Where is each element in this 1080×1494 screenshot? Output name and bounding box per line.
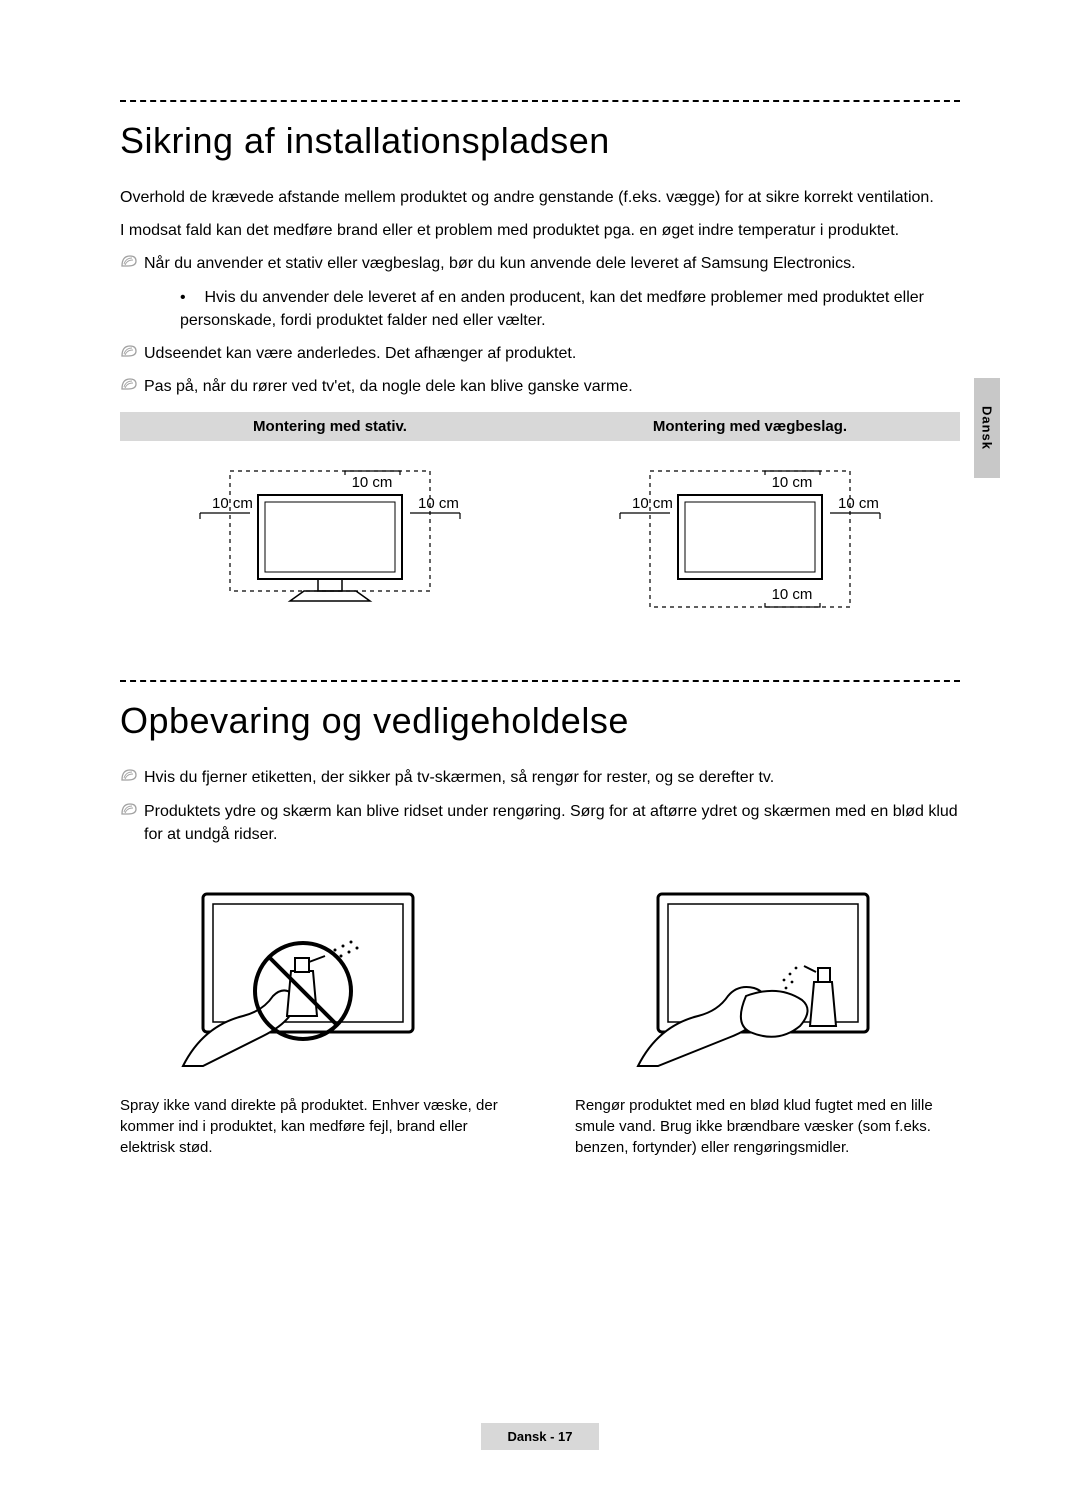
label-right: 10 cm <box>838 495 879 512</box>
note-text: Produktets ydre og skærm kan blive ridse… <box>144 800 960 846</box>
section1-note1: Når du anvender et stativ eller vægbesla… <box>120 252 960 277</box>
section1-heading: Sikring af installationspladsen <box>120 120 960 162</box>
label-left: 10 cm <box>632 495 673 512</box>
page-footer: Dansk - 17 <box>0 1423 1080 1450</box>
diagram-stand-body: 10 cm 10 cm 10 cm <box>120 441 540 640</box>
section1-para2: I modsat fald kan det medføre brand elle… <box>120 219 960 242</box>
note-text: Udseendet kan være anderledes. Det afhæn… <box>144 342 960 365</box>
clearance-diagrams: Montering med stativ. 10 cm <box>120 412 960 640</box>
label-top: 10 cm <box>772 474 813 491</box>
divider <box>120 680 960 682</box>
label-right: 10 cm <box>418 495 459 512</box>
maint-left: Spray ikke vand direkte på produktet. En… <box>120 876 505 1158</box>
label-bottom: 10 cm <box>772 586 813 603</box>
note-icon <box>120 375 138 400</box>
maint-left-image <box>120 876 505 1081</box>
maintenance-illustrations: Spray ikke vand direkte på produktet. En… <box>120 876 960 1158</box>
section2-note2: Produktets ydre og skærm kan blive ridse… <box>120 800 960 846</box>
section1-para1: Overhold de krævede afstande mellem prod… <box>120 186 960 209</box>
page-number: Dansk - 17 <box>481 1423 598 1450</box>
divider <box>120 100 960 102</box>
diagram-wall-header: Montering med vægbeslag. <box>540 412 960 441</box>
side-tab-label: Dansk <box>980 406 995 450</box>
note-icon <box>120 342 138 367</box>
note-icon <box>120 766 138 791</box>
section2-note1: Hvis du fjerner etiketten, der sikker på… <box>120 766 960 791</box>
section1-bullet1: • Hvis du anvender dele leveret af en an… <box>180 286 960 332</box>
section2-heading: Opbevaring og vedligeholdelse <box>120 700 960 742</box>
diagram-stand-header: Montering med stativ. <box>120 412 540 441</box>
note-text: Pas på, når du rører ved tv'et, da nogle… <box>144 375 960 398</box>
label-top: 10 cm <box>352 474 393 491</box>
note-text: Når du anvender et stativ eller vægbesla… <box>144 252 960 275</box>
bullet-dot: • <box>180 286 200 309</box>
label-left: 10 cm <box>212 495 253 512</box>
diagram-wall: Montering med vægbeslag. 10 cm 10 cm <box>540 412 960 640</box>
note-text: Hvis du fjerner etiketten, der sikker på… <box>144 766 960 789</box>
note-icon <box>120 800 138 825</box>
note-icon <box>120 252 138 277</box>
language-side-tab: Dansk <box>974 378 1000 478</box>
bullet-text: Hvis du anvender dele leveret af en ande… <box>180 289 924 329</box>
maint-right-image <box>575 876 960 1081</box>
maint-right-caption: Rengør produktet med en blød klud fugtet… <box>575 1095 960 1158</box>
diagram-stand: Montering med stativ. 10 cm <box>120 412 540 640</box>
maint-right: Rengør produktet med en blød klud fugtet… <box>575 876 960 1158</box>
diagram-wall-body: 10 cm 10 cm 10 cm 10 cm <box>540 441 960 640</box>
section1-note3: Pas på, når du rører ved tv'et, da nogle… <box>120 375 960 400</box>
maint-left-caption: Spray ikke vand direkte på produktet. En… <box>120 1095 505 1158</box>
section1-note2: Udseendet kan være anderledes. Det afhæn… <box>120 342 960 367</box>
page-content: Sikring af installationspladsen Overhold… <box>0 0 1080 1218</box>
